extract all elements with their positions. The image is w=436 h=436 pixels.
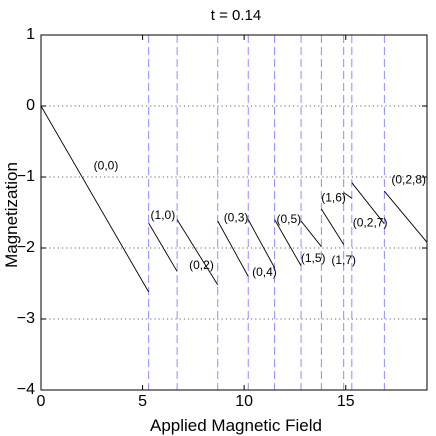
magnetization-segment: [148, 222, 178, 272]
segment-label: (0,0): [94, 159, 119, 173]
segment-label: (0,5): [277, 212, 302, 226]
segment-labels: (0,0) (1,0) (0,2) (0,3) (0,4) (0,5) (1,5) (1,6)…: [94, 159, 426, 280]
segment-label: (1,5): [301, 251, 326, 265]
y-tick-label: −4: [17, 381, 35, 398]
segment-label: (1,0): [151, 208, 176, 222]
y-tick-label: 0: [26, 97, 35, 114]
segment-label: (0,3): [224, 210, 249, 224]
magnetization-segment: [383, 190, 428, 243]
magnetization-segment: [247, 219, 276, 269]
magnetization-segment: [40, 105, 150, 293]
x-axis-label: Applied Magnetic Field: [150, 416, 322, 435]
magnetization-segment: [343, 192, 353, 199]
data-series: [40, 105, 428, 293]
y-tick-label: −2: [17, 239, 35, 256]
plot-area-frame: [40, 34, 428, 391]
chart-title: t = 0.14: [211, 7, 261, 24]
x-tick-label: 15: [337, 393, 355, 410]
segment-label: (1,6): [321, 190, 346, 204]
magnetization-segment: [320, 208, 345, 245]
y-tick-label: 1: [26, 26, 35, 43]
x-tick-label: 5: [138, 393, 147, 410]
magnetization-segment: [176, 219, 219, 286]
segment-label: (0,4): [252, 265, 277, 279]
magnetization-segment: [300, 220, 322, 247]
magnetization-segment: [217, 220, 249, 277]
segment-label: (0,2,8): [391, 173, 426, 187]
y-tick-label: −3: [17, 310, 35, 327]
x-tick-label: 0: [37, 393, 46, 410]
segment-label: (1,7): [331, 253, 356, 267]
y-tick-label: −1: [17, 168, 35, 185]
y-axis-label: Magnetization: [2, 162, 21, 268]
x-tick-label: 10: [235, 393, 253, 410]
magnetization-segment: [274, 219, 302, 266]
segment-label: (0,2,7): [353, 215, 388, 229]
magnetization-segment: [351, 182, 385, 225]
segment-label: (0,2): [189, 258, 214, 272]
grid-lines: [41, 35, 427, 390]
